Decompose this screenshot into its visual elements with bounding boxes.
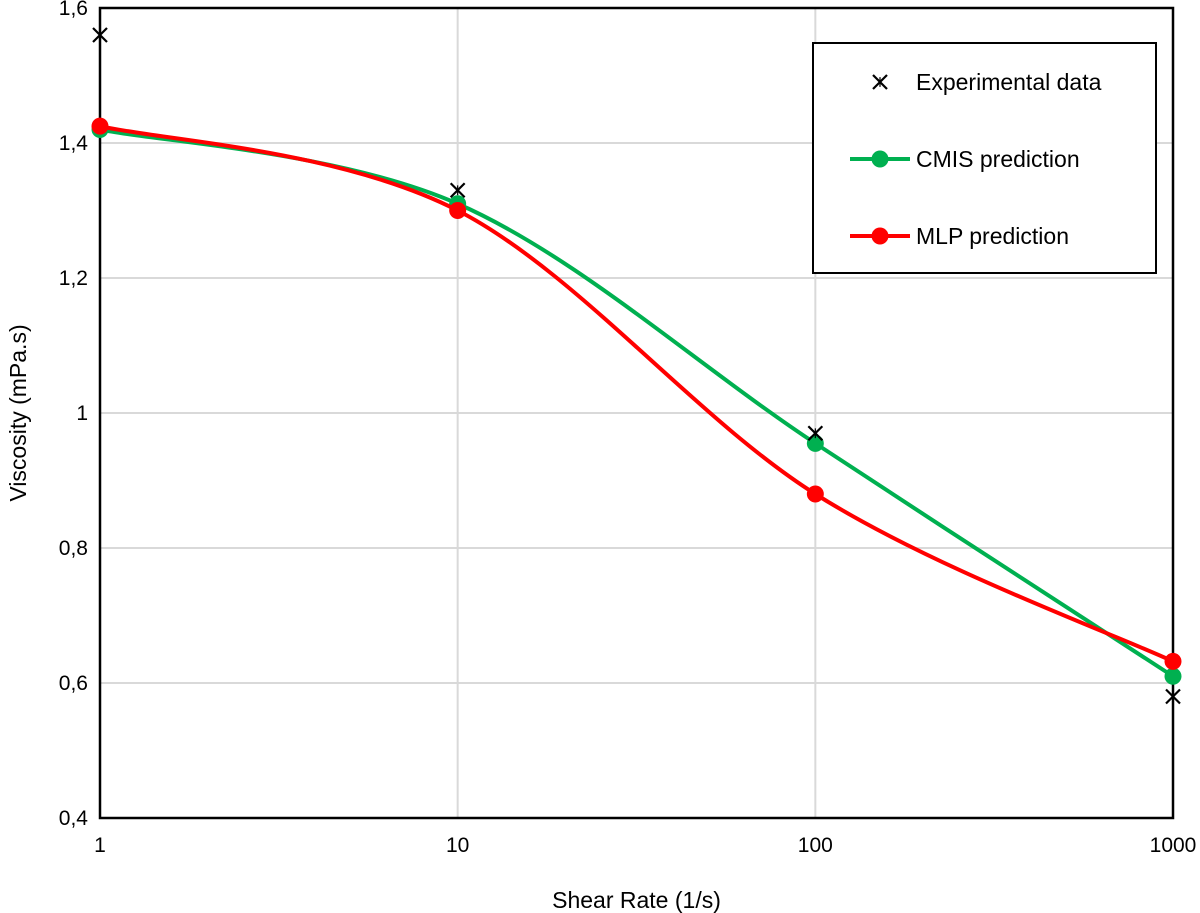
- plot-area-frame: [98, 6, 1175, 820]
- x-tick-label: 10: [446, 834, 469, 857]
- cmis-prediction-point: [806, 434, 824, 452]
- legend-label: Experimental data: [916, 69, 1102, 95]
- x-axis-title: Shear Rate (1/s): [552, 887, 721, 913]
- y-tick-label: 1,6: [59, 0, 88, 20]
- series-layer: [91, 27, 1182, 705]
- experimental-data-point: [449, 182, 466, 199]
- y-axis-title: Viscosity (mPa.s): [5, 324, 31, 501]
- tick-labels: 0,4 0,6 0,8 1 1,2 1,4 1,6 1 10 100 1000: [59, 0, 1197, 857]
- legend-item-experimental-data: Experimental data: [872, 69, 1102, 95]
- x-tick-label: 1: [94, 834, 106, 857]
- legend-label: MLP prediction: [916, 223, 1069, 249]
- mlp-prediction-line: [99, 124, 1174, 664]
- legend-swatch-marker: [872, 74, 888, 90]
- legend-swatch-marker: [871, 150, 889, 168]
- y-tick-label: 0,4: [59, 807, 89, 830]
- cmis-prediction-point: [1164, 667, 1182, 685]
- y-tick-label: 1: [76, 402, 88, 425]
- experimental-data-point: [807, 425, 824, 442]
- legend-item-cmis-prediction: CMIS prediction: [850, 146, 1080, 172]
- mlp-prediction-point: [449, 202, 467, 219]
- x-tick-label: 100: [798, 834, 833, 857]
- y-tick-label: 0,8: [59, 537, 88, 560]
- legend-label: CMIS prediction: [916, 146, 1080, 172]
- mlp-prediction-point: [91, 117, 109, 135]
- mlp-prediction-point: [806, 485, 824, 503]
- y-tick-label: 0,6: [59, 672, 88, 695]
- x-tick-label: 1000: [1150, 834, 1197, 857]
- legend: Experimental data CMIS prediction MLP pred…: [812, 42, 1157, 274]
- experimental-data-point: [92, 27, 108, 43]
- y-tick-label: 1,4: [59, 132, 89, 155]
- legend-swatch-marker: [871, 227, 889, 245]
- legend-item-mlp-prediction: MLP prediction: [850, 223, 1069, 249]
- experimental-data-point: [1165, 688, 1181, 705]
- legend-items: Experimental data CMIS prediction MLP pred…: [850, 69, 1102, 249]
- mlp-prediction-point: [1164, 652, 1182, 670]
- y-tick-label: 1,2: [59, 267, 88, 290]
